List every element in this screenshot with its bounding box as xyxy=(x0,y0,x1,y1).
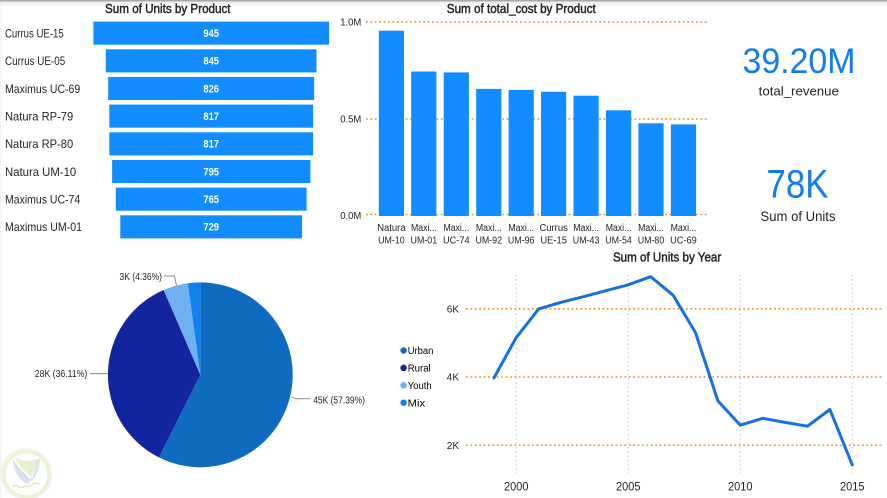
svg-text:0.0M: 0.0M xyxy=(340,211,361,222)
svg-text:28K (36.11%): 28K (36.11%) xyxy=(35,369,88,380)
svg-text:Natura RP-80: Natura RP-80 xyxy=(5,137,73,151)
svg-text:UE-15: UE-15 xyxy=(540,236,567,247)
svg-text:Maxi...: Maxi... xyxy=(573,223,599,234)
svg-text:Maxi...: Maxi... xyxy=(508,223,534,234)
svg-text:Maximus UM-01: Maximus UM-01 xyxy=(5,220,82,234)
svg-text:78K: 78K xyxy=(767,163,829,207)
svg-text:UM-10: UM-10 xyxy=(378,236,405,247)
svg-text:Sum of Units: Sum of Units xyxy=(761,209,836,224)
svg-text:2000: 2000 xyxy=(504,480,529,494)
svg-text:Maxi...: Maxi... xyxy=(638,223,664,234)
svg-text:826: 826 xyxy=(203,83,219,95)
svg-text:Sum of Units by Year: Sum of Units by Year xyxy=(613,251,721,265)
svg-text:945: 945 xyxy=(203,28,219,40)
svg-text:0.5M: 0.5M xyxy=(340,115,361,126)
svg-text:Maxi...: Maxi... xyxy=(671,223,697,234)
svg-text:UM-80: UM-80 xyxy=(638,236,665,247)
svg-text:UM-54: UM-54 xyxy=(605,236,632,247)
svg-text:1.0M: 1.0M xyxy=(340,18,361,29)
svg-text:817: 817 xyxy=(203,139,219,151)
svg-text:Currus UE-15: Currus UE-15 xyxy=(5,26,64,40)
svg-text:3K (4.36%): 3K (4.36%) xyxy=(120,272,163,283)
svg-text:Rural: Rural xyxy=(408,364,431,375)
svg-text:UC-74: UC-74 xyxy=(443,236,470,247)
svg-text:Sum of total_cost by Product: Sum of total_cost by Product xyxy=(447,2,596,16)
svg-text:Maxi...: Maxi... xyxy=(606,223,632,234)
svg-text:Urban: Urban xyxy=(408,346,434,357)
svg-text:2010: 2010 xyxy=(728,480,753,494)
svg-text:795: 795 xyxy=(203,166,219,178)
svg-text:765: 765 xyxy=(203,194,219,206)
svg-text:UM-01: UM-01 xyxy=(411,236,438,247)
svg-text:4K: 4K xyxy=(447,373,460,384)
svg-text:Mix: Mix xyxy=(408,398,426,409)
svg-text:Maxi...: Maxi... xyxy=(411,223,437,234)
svg-text:Maxi...: Maxi... xyxy=(443,223,469,234)
svg-text:845: 845 xyxy=(203,56,219,68)
svg-text:2015: 2015 xyxy=(840,480,865,494)
svg-text:UM-92: UM-92 xyxy=(475,236,502,247)
svg-text:Currus UE-05: Currus UE-05 xyxy=(5,54,65,68)
svg-text:Natura: Natura xyxy=(377,223,406,234)
svg-text:Sum of Units by Product: Sum of Units by Product xyxy=(105,2,231,16)
svg-text:UM-96: UM-96 xyxy=(508,236,535,247)
svg-text:2K: 2K xyxy=(447,441,460,452)
svg-text:UC-69: UC-69 xyxy=(670,236,697,247)
svg-text:total_revenue: total_revenue xyxy=(759,84,839,99)
svg-text:39.20M: 39.20M xyxy=(743,42,856,81)
svg-text:Natura UM-10: Natura UM-10 xyxy=(5,165,77,179)
svg-text:Maxi...: Maxi... xyxy=(476,223,502,234)
svg-text:UM-43: UM-43 xyxy=(573,236,600,247)
svg-text:Currus: Currus xyxy=(539,223,567,234)
svg-text:45K (57.39%): 45K (57.39%) xyxy=(313,395,365,406)
svg-text:817: 817 xyxy=(203,111,219,123)
svg-text:2005: 2005 xyxy=(616,480,641,494)
svg-text:Natura RP-79: Natura RP-79 xyxy=(5,109,73,123)
svg-text:Maximus UC-69: Maximus UC-69 xyxy=(5,82,80,96)
svg-text:Maximus UC-74: Maximus UC-74 xyxy=(5,192,80,206)
svg-text:729: 729 xyxy=(203,222,219,234)
svg-text:Youth: Youth xyxy=(408,381,432,392)
svg-text:6K: 6K xyxy=(447,305,460,316)
